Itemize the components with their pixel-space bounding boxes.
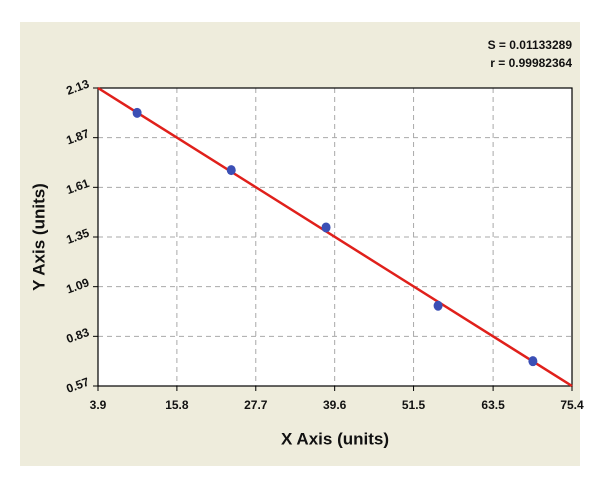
x-tick-label: 27.7 (244, 398, 268, 412)
x-tick-label: 39.6 (323, 398, 347, 412)
annotation: r = 0.99982364 (490, 56, 572, 70)
point (528, 356, 538, 367)
x-tick-label: 51.5 (402, 398, 426, 412)
point (226, 165, 236, 176)
y-axis-label: Y Axis (units) (29, 183, 48, 291)
x-axis-label: X Axis (units) (281, 429, 389, 448)
x-tick-label: 3.9 (90, 398, 107, 412)
x-tick-label: 15.8 (165, 398, 189, 412)
point (433, 300, 443, 311)
point (321, 222, 331, 233)
x-tick-label: 63.5 (481, 398, 505, 412)
point (132, 107, 142, 118)
annotation: S = 0.01133289 (488, 38, 573, 52)
x-tick-label: 75.4 (560, 398, 584, 412)
fit-line (97, 86, 573, 388)
plot-border (97, 87, 573, 387)
